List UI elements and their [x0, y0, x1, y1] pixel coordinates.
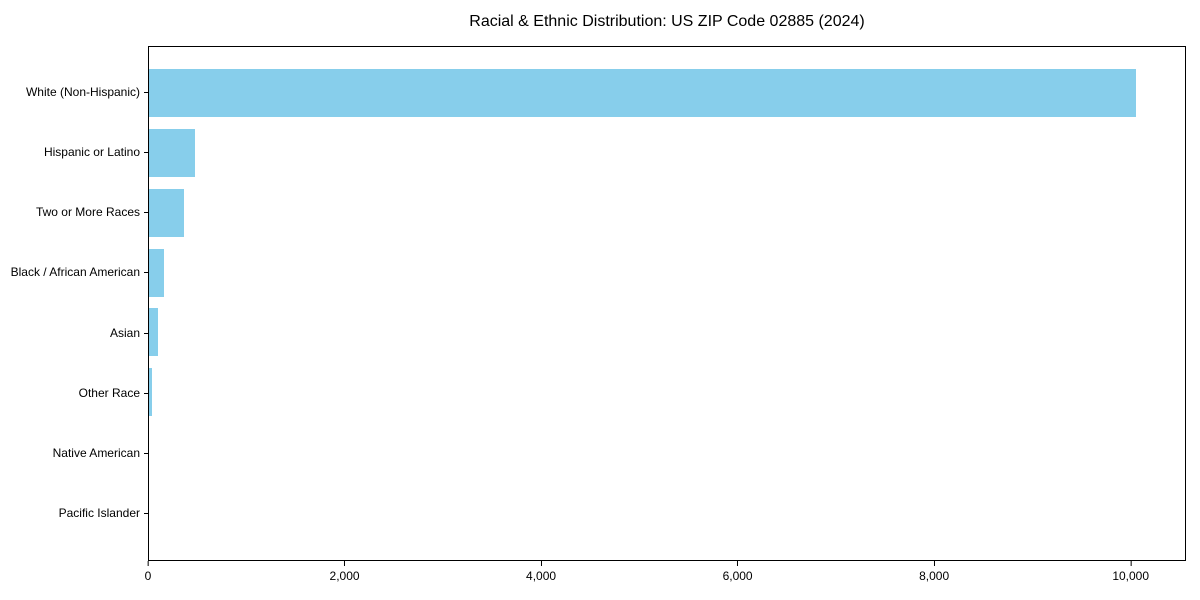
- x-axis-tick: [933, 561, 935, 566]
- y-axis-label: Pacific Islander: [58, 505, 140, 520]
- bar: [149, 128, 195, 177]
- y-axis-tick: [144, 212, 148, 214]
- y-axis: White (Non-Hispanic) Hispanic or Latino Tw…: [0, 46, 148, 561]
- y-axis-label: White (Non-Hispanic): [25, 85, 140, 100]
- x-axis-tick-group: 10,000: [1112, 561, 1149, 583]
- x-axis-tick: [737, 561, 739, 566]
- x-axis-tick-group: 0: [144, 561, 152, 583]
- y-axis-tick: [144, 392, 148, 394]
- x-axis-tick: [540, 561, 542, 566]
- y-axis-row: Other Race: [0, 363, 148, 423]
- x-axis-tick: [1130, 561, 1132, 566]
- bar: [149, 368, 153, 417]
- bar-row: [149, 243, 1185, 303]
- x-axis: 0 2,000 4,000 6,000 8,000 10,000: [144, 561, 1186, 595]
- y-axis-row: Asian: [0, 303, 148, 363]
- x-axis-tick-label: 6,000: [722, 569, 753, 583]
- bar: [149, 68, 1136, 117]
- y-axis-label: Black / African American: [10, 265, 140, 280]
- y-axis-row: Hispanic or Latino: [0, 122, 148, 182]
- x-axis-tick-label: 4,000: [526, 569, 557, 583]
- bar-row: [149, 303, 1185, 363]
- bar-row: [149, 422, 1185, 482]
- y-axis-row: Black / African American: [0, 242, 148, 302]
- chart-title: Racial & Ethnic Distribution: US ZIP Cod…: [469, 13, 865, 30]
- y-axis-label: Hispanic or Latino: [43, 145, 140, 160]
- y-axis-label: Asian: [109, 325, 140, 340]
- x-axis-tick-label: 8,000: [919, 569, 950, 583]
- bar: [149, 248, 164, 297]
- y-axis-label: Other Race: [78, 385, 140, 400]
- x-axis-tick: [344, 561, 346, 566]
- x-axis-tick-label: 0: [144, 569, 152, 583]
- x-axis-tick-group: 4,000: [526, 561, 556, 583]
- y-axis-row: Native American: [0, 423, 148, 483]
- bar: [149, 188, 184, 237]
- y-axis-tick: [144, 332, 148, 334]
- y-axis-tick: [144, 92, 148, 94]
- y-axis-tick: [144, 272, 148, 274]
- bar-row: [149, 362, 1185, 422]
- y-axis-tick: [144, 152, 148, 154]
- y-axis-row: Pacific Islander: [0, 483, 148, 543]
- y-axis-label: Native American: [52, 445, 140, 460]
- x-axis-tick-group: 6,000: [723, 561, 753, 583]
- x-axis-tick-group: 8,000: [919, 561, 949, 583]
- x-axis-tick-label: 10,000: [1112, 569, 1150, 583]
- bar-rows: [149, 47, 1185, 560]
- x-axis-tick-label: 2,000: [329, 569, 360, 583]
- bar-row: [149, 63, 1185, 123]
- bar-row: [149, 183, 1185, 243]
- plot-area: [148, 46, 1186, 561]
- y-axis-tick: [144, 512, 148, 514]
- x-axis-tick: [147, 561, 149, 566]
- y-axis-row: White (Non-Hispanic): [0, 62, 148, 122]
- bar-row: [149, 123, 1185, 183]
- bar: [149, 308, 159, 357]
- x-axis-tick-group: 2,000: [330, 561, 360, 583]
- y-axis-tick: [144, 452, 148, 454]
- bar-row: [149, 482, 1185, 542]
- y-axis-row: Two or More Races: [0, 182, 148, 242]
- y-axis-label: Two or More Races: [35, 205, 140, 220]
